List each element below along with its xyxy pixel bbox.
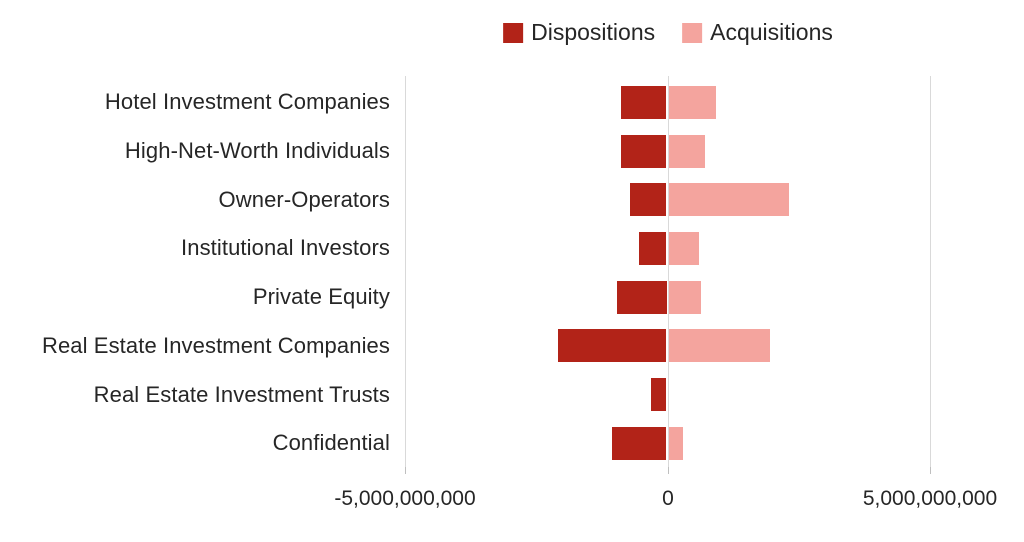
category-label: Private Equity [252, 284, 390, 310]
category-label: Real Estate Investment Companies [41, 332, 390, 358]
chart-row: High-Net-Worth Individuals [0, 127, 1024, 176]
category-label: Real Estate Investment Trusts [93, 381, 390, 407]
dispositions-bar [621, 134, 667, 168]
dispositions-bar [630, 183, 667, 217]
chart-row: Owner-Operators [0, 175, 1024, 224]
legend-item-dispositions: Dispositions [503, 19, 655, 46]
category-label: Institutional Investors [181, 235, 390, 261]
chart-row: Real Estate Investment Companies [0, 322, 1024, 371]
category-label: Confidential [272, 430, 390, 456]
acquisitions-bar [668, 280, 701, 314]
dispositions-swatch-icon [503, 22, 524, 43]
axis-tick-zero [667, 467, 669, 474]
chart-row: Confidential [0, 419, 1024, 468]
legend-label-acquisitions: Acquisitions [710, 19, 833, 45]
dispositions-bar [616, 280, 667, 314]
chart-row: Institutional Investors [0, 224, 1024, 273]
gridline-negative [404, 76, 406, 467]
dispositions-bar [651, 378, 667, 412]
dispositions-bar [638, 231, 667, 265]
gridline-zero [667, 76, 669, 467]
acquisitions-bar [668, 134, 706, 168]
dispositions-bar [621, 85, 667, 119]
chart-row: Real Estate Investment Trusts [0, 370, 1024, 419]
axis-tick-negative [404, 467, 406, 474]
gridline-positive [929, 76, 931, 467]
acquisitions-bar [668, 329, 771, 363]
x-axis-label-negative: -5,000,000,000 [334, 487, 476, 510]
acquisitions-bar [668, 183, 790, 217]
acquisitions-bar [668, 85, 717, 119]
category-label: Owner-Operators [218, 186, 390, 212]
dispositions-bar [612, 426, 667, 460]
category-label: Hotel Investment Companies [104, 89, 390, 115]
dispositions-bar [558, 329, 667, 363]
x-axis-label-zero: 0 [662, 487, 674, 510]
category-label: High-Net-Worth Individuals [124, 138, 390, 164]
legend-item-acquisitions: Acquisitions [682, 19, 833, 46]
legend-label-dispositions: Dispositions [531, 19, 656, 45]
acquisitions-swatch-icon [682, 22, 703, 43]
acquisitions-bar [668, 426, 683, 460]
chart-row: Private Equity [0, 273, 1024, 322]
acquisitions-bar [668, 231, 700, 265]
axis-tick-positive [929, 467, 931, 474]
x-axis-label-positive: 5,000,000,000 [862, 487, 998, 510]
chart-legend: Dispositions Acquisitions [503, 19, 833, 46]
chart-row: Hotel Investment Companies [0, 78, 1024, 127]
